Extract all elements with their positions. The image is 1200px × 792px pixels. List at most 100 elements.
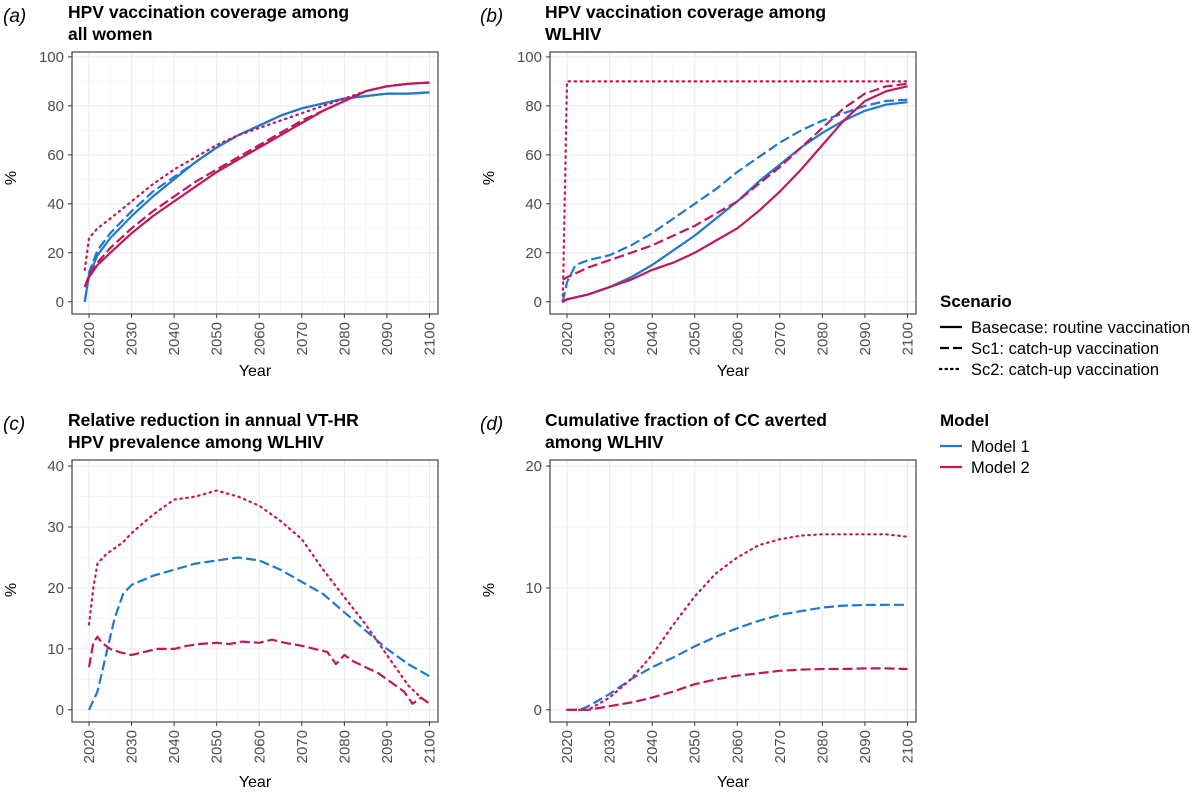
y-tick-label: 100 <box>517 49 542 66</box>
panel-c-xlabel: Year <box>239 774 272 791</box>
panel-b-title-line1: HPV vaccination coverage among <box>545 2 826 22</box>
panel-d-title-line2: among WLHIV <box>545 432 664 452</box>
panel-d-plot: 2020 2030 2040 2050 2060 2070 2080 2090 2100 0 10 2… <box>525 458 917 763</box>
legend-scenario: Scenario Basecase: routine vaccination S… <box>938 292 1190 379</box>
series-model-1-sc1 <box>88 556 431 711</box>
y-tick-label: 0 <box>56 294 64 311</box>
x-tick-label: 2080 <box>814 322 831 355</box>
x-tick-label: 2100 <box>421 322 438 355</box>
panel-a-letter: (a) <box>3 6 26 27</box>
x-tick-label: 2100 <box>899 322 916 355</box>
plot-background <box>72 460 438 722</box>
y-tick-label: 60 <box>47 147 64 164</box>
panel-b-ylabel: % <box>481 171 498 185</box>
panel-a-plot: 2020 2030 2040 2050 2060 2070 2080 2090 21000204… <box>39 49 439 355</box>
panel-a-title-line2: all women <box>68 24 153 44</box>
x-tick-label: 2030 <box>602 322 619 355</box>
legend-model-title: Model <box>940 411 989 430</box>
x-tick-label: 2080 <box>814 730 831 763</box>
y-tick-label: 20 <box>47 580 64 597</box>
panel-a-title-line1: HPV vaccination coverage among <box>68 2 349 22</box>
x-tick-label: 2090 <box>379 322 396 355</box>
x-tick-label: 2030 <box>602 730 619 763</box>
x-tick-label: 2020 <box>81 322 98 355</box>
panel-c-plot: 2020 2030 2040 2050 2060 2070 2080 2090 21000102… <box>47 458 439 763</box>
y-tick-label: 30 <box>47 519 64 536</box>
panel-b-xlabel: Year <box>717 363 750 380</box>
panel-c-title-line1: Relative reduction in annual VT-HR <box>68 410 359 430</box>
panel-d-title-line1: Cumulative fraction of CC averted <box>545 410 827 430</box>
x-tick-label: 2020 <box>559 730 576 763</box>
panel-d-xlabel: Year <box>717 774 750 791</box>
series-model-1-sc1 <box>561 98 908 303</box>
panel-b-title-line2: WLHIV <box>545 24 602 44</box>
x-tick-label: 2090 <box>379 730 396 763</box>
x-tick-label: 2070 <box>294 322 311 355</box>
panel-a-xlabel: Year <box>239 363 272 380</box>
y-tick-label: 80 <box>525 98 542 115</box>
plot-background <box>550 52 916 314</box>
plot-background <box>72 52 438 314</box>
series-model-2-sc2 <box>83 81 431 271</box>
x-tick-label: 2100 <box>421 730 438 763</box>
legend-model: Model Model 1 Model 2 <box>940 411 1030 477</box>
panel-c-letter: (c) <box>3 414 25 435</box>
series-model-1-sc1 <box>567 603 908 711</box>
series-model-2-basecase <box>562 85 908 303</box>
panel-c-ylabel: % <box>3 583 20 597</box>
panel-border <box>549 51 917 315</box>
y-tick-label: 10 <box>47 641 64 658</box>
y-tick-label: 40 <box>47 458 64 475</box>
panel-border <box>71 51 439 315</box>
legend-label-sc1: Sc1: catch-up vaccination <box>971 340 1159 358</box>
y-tick-label: 80 <box>47 98 64 115</box>
y-tick-label: 0 <box>56 702 64 719</box>
panel-b-letter: (b) <box>480 6 503 27</box>
x-tick-label: 2090 <box>857 322 874 355</box>
y-tick-label: 40 <box>525 196 542 213</box>
x-tick-label: 2060 <box>251 730 268 763</box>
y-tick-label: 40 <box>47 196 64 213</box>
x-tick-label: 2050 <box>687 322 704 355</box>
x-tick-label: 2050 <box>687 730 704 763</box>
x-tick-label: 2080 <box>336 322 353 355</box>
legend-label-model-2: Model 2 <box>971 459 1030 477</box>
x-tick-label: 2080 <box>336 730 353 763</box>
series-model-2-sc2 <box>565 533 909 711</box>
x-tick-label: 2070 <box>294 730 311 763</box>
series-model-1-sc1 <box>83 91 430 302</box>
panel-d-ylabel: % <box>481 583 498 597</box>
x-tick-label: 2040 <box>166 730 183 763</box>
series-model-2-sc2 <box>561 80 909 303</box>
y-tick-label: 100 <box>39 49 64 66</box>
series-model-2-sc1 <box>87 635 431 705</box>
plot-background <box>550 460 916 722</box>
panel-border <box>549 459 917 723</box>
panel-c: (c) Relative reduction in annual VT-HR H… <box>3 410 439 791</box>
legend-scenario-title: Scenario <box>940 292 1012 311</box>
panel-b: (b) HPV vaccination coverage among WLHIV… <box>480 2 917 380</box>
y-tick-label: 0 <box>534 294 542 311</box>
panel-a: (a) HPV vaccination coverage among all w… <box>3 2 439 380</box>
legend-label-model-1: Model 1 <box>971 438 1030 456</box>
series-model-2-sc2 <box>87 489 431 705</box>
x-tick-label: 2070 <box>772 730 789 763</box>
x-tick-label: 2030 <box>124 322 141 355</box>
legend-label-basecase: Basecase: routine vaccination <box>971 319 1190 337</box>
panel-b-plot: 2020 2030 2040 2050 2060 2070 2080 2090 21000204… <box>517 49 917 355</box>
x-tick-label: 2090 <box>857 730 874 763</box>
series-model-2-sc1 <box>567 667 908 711</box>
panel-a-ylabel: % <box>3 171 20 185</box>
x-tick-label: 2100 <box>899 730 916 763</box>
x-tick-label: 2040 <box>166 322 183 355</box>
panel-c-title-line2: HPV prevalence among WLHIV <box>68 432 324 452</box>
x-tick-label: 2020 <box>559 322 576 355</box>
panel-border <box>71 459 439 723</box>
y-tick-label: 0 <box>534 702 542 719</box>
y-tick-label: 60 <box>525 147 542 164</box>
x-tick-label: 2060 <box>251 322 268 355</box>
x-tick-label: 2040 <box>644 730 661 763</box>
x-tick-label: 2050 <box>209 322 226 355</box>
legend-label-sc2: Sc2: catch-up vaccination <box>971 361 1159 379</box>
